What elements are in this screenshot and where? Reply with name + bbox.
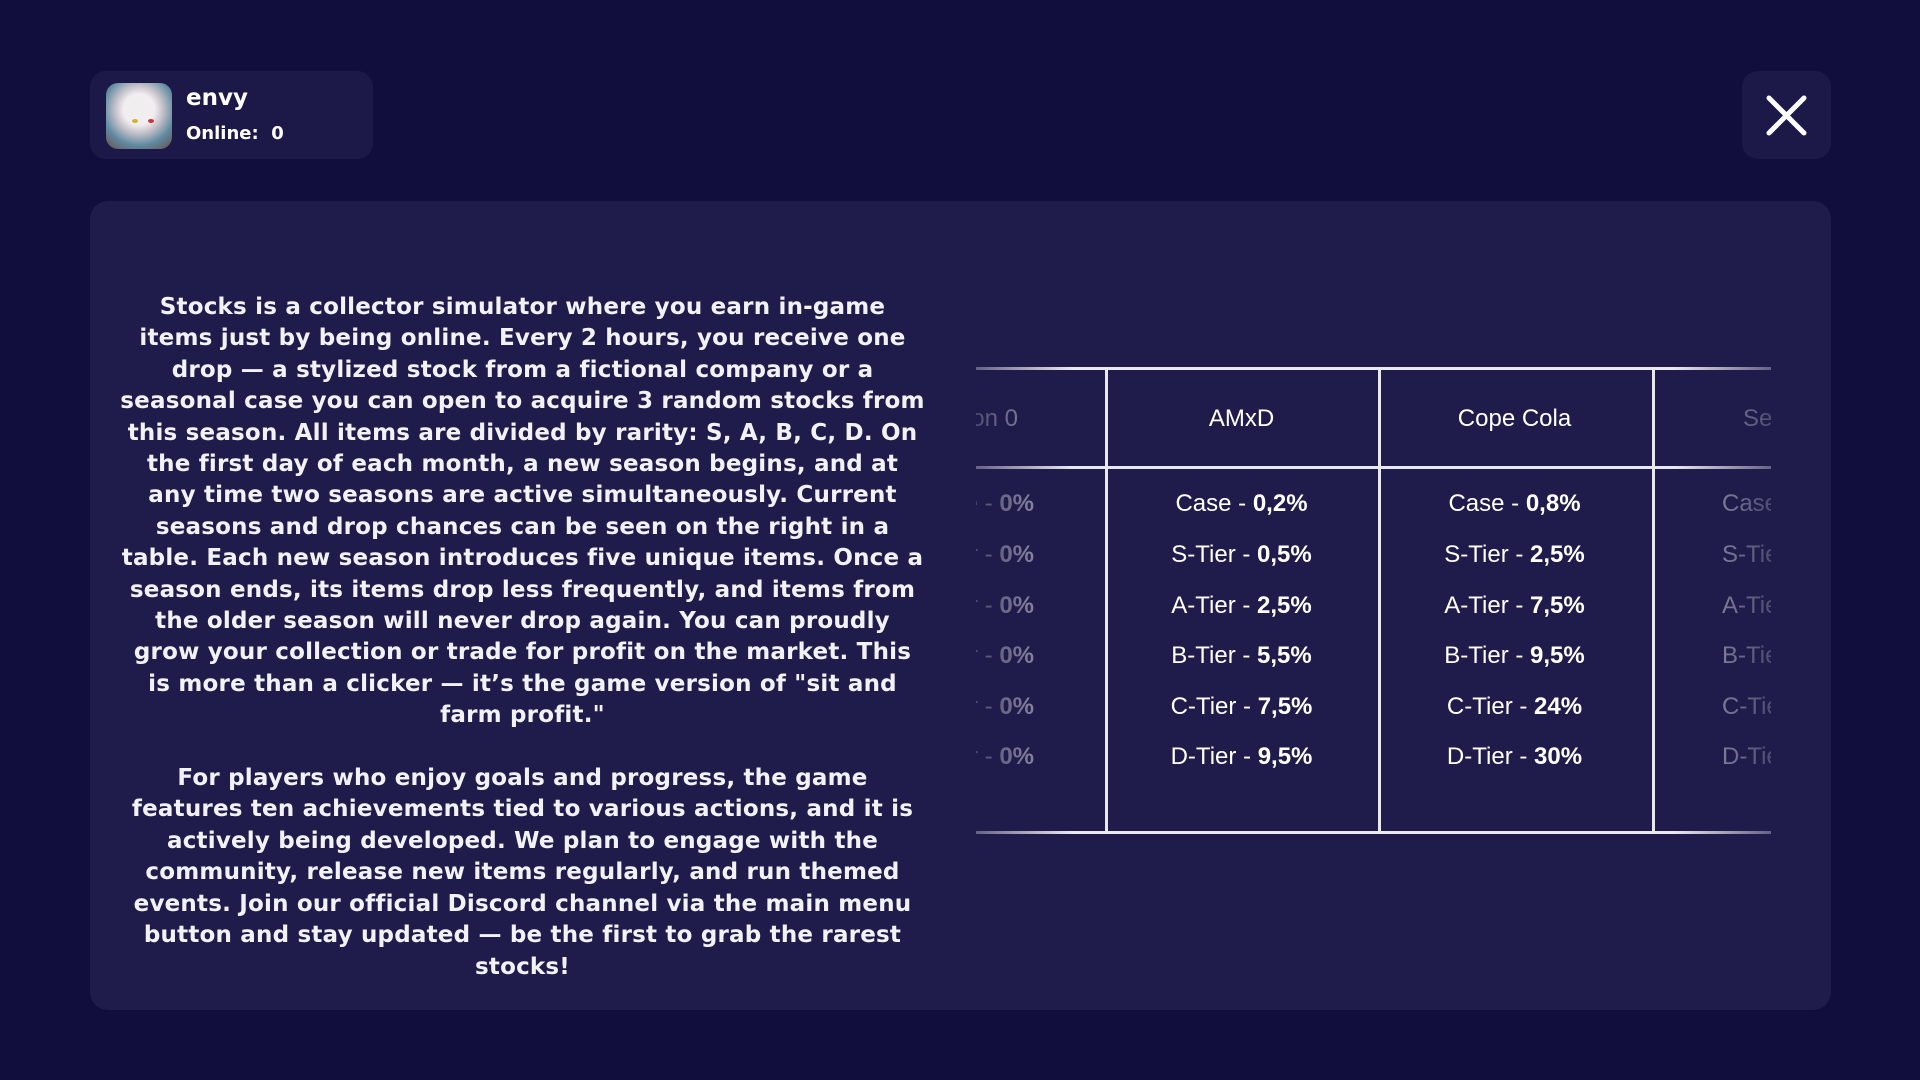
tier-label: D-Tier - — [1170, 743, 1258, 770]
table-column: AMxD Case - 0,2% S-Tier - 0,5% A-Tier - 2,5… — [1105, 369, 1378, 833]
drop-chance-value: 0% — [999, 642, 1034, 669]
tier-label: S-Tier - — [1444, 541, 1531, 568]
table-header-border — [976, 466, 1771, 469]
table-cell: r - 0% — [976, 541, 1034, 569]
tier-label: C-Tie — [1722, 693, 1771, 720]
tier-label: D-Tie — [1722, 743, 1771, 770]
table-column: on 0e - 0%r - 0%r - 0%r - 0%r - 0%r - 0% — [976, 369, 1105, 833]
table-cell: C-Tier - 24% — [1378, 693, 1651, 721]
tier-label: r - — [976, 592, 993, 619]
tier-label: r - — [976, 541, 993, 568]
tier-label: Case - — [1448, 490, 1526, 517]
drop-chance-value: 0% — [999, 693, 1034, 720]
tier-label: Case — [1722, 490, 1771, 517]
drop-chance-value: 2,5% — [1257, 592, 1312, 619]
tier-label: B-Tier - — [1171, 642, 1258, 669]
table-cell: C-Tier - 7,5% — [1105, 693, 1378, 721]
drop-chance-value: 0% — [999, 541, 1034, 568]
drop-chance-value: 30% — [1534, 743, 1583, 770]
drop-chance-table[interactable]: on 0e - 0%r - 0%r - 0%r - 0%r - 0%r - 0%… — [976, 366, 1771, 836]
table-cell: S-Tie — [1652, 541, 1771, 569]
table-cell: r - 0% — [976, 642, 1034, 670]
online-label: Online: — [186, 123, 259, 144]
tier-label: C-Tier - — [1170, 693, 1258, 720]
avatar — [106, 83, 172, 149]
tier-label: S-Tie — [1722, 541, 1771, 568]
drop-chance-value: 0% — [999, 490, 1034, 517]
tier-label: e - — [976, 490, 993, 517]
column-header: Cope Cola — [1457, 404, 1572, 432]
close-button[interactable] — [1742, 71, 1831, 159]
drop-chance-value: 0,8% — [1525, 490, 1581, 517]
description-paragraph: Stocks is a collector simulator where yo… — [120, 294, 925, 729]
tier-label: S-Tier - — [1171, 541, 1258, 568]
tier-label: C-Tier - — [1446, 693, 1535, 720]
table-cell: B-Tier - 5,5% — [1105, 642, 1378, 670]
table-cell: r - 0% — [976, 592, 1034, 620]
table-top-border — [976, 367, 1771, 370]
tier-label: r - — [976, 642, 993, 669]
online-value: 0 — [271, 123, 284, 144]
column-header: on 0 — [976, 404, 1018, 432]
table-cell: B-Tier - 9,5% — [1378, 642, 1651, 670]
table-cell: D-Tier - 9,5% — [1105, 743, 1378, 771]
table-cell: B-Tie — [1652, 642, 1771, 670]
table-cell: Case - 0,8% — [1378, 490, 1651, 518]
drop-chance-value: 7,5% — [1257, 693, 1313, 720]
close-icon — [1766, 95, 1807, 136]
description-paragraph: For players who enjoy goals and progress… — [131, 765, 914, 980]
table-cell: r - 0% — [976, 693, 1034, 721]
info-panel — [90, 201, 1831, 1010]
tier-label: Case - — [1175, 490, 1253, 517]
tier-label: D-Tier - — [1446, 743, 1535, 770]
tier-label: A-Tie — [1722, 592, 1771, 619]
table-column: Cope Cola Case - 0,8% S-Tier - 2,5% A-Tier … — [1378, 369, 1651, 833]
profile-name: envy — [186, 85, 248, 111]
drop-chance-value: 2,5% — [1530, 541, 1585, 568]
column-divider — [1378, 369, 1381, 833]
profile-card: envy Online: 0 — [90, 71, 373, 159]
tier-label: A-Tier - — [1171, 592, 1258, 619]
online-status: Online: 0 — [186, 123, 284, 144]
tier-label: r - — [976, 743, 993, 770]
game-description: Stocks is a collector simulator where yo… — [120, 292, 925, 1014]
tier-label: r - — [976, 693, 993, 720]
column-divider — [1105, 369, 1108, 833]
table-bottom-border — [976, 831, 1771, 834]
table-cell: r - 0% — [976, 743, 1034, 771]
table-column: Se Case S-Tie A-Tie B-Tie C-Tie D-Tie — [1652, 369, 1771, 833]
drop-chance-value: 5,5% — [1257, 642, 1312, 669]
table-cell: A-Tie — [1652, 592, 1771, 620]
drop-chance-value: 7,5% — [1530, 592, 1585, 619]
table-cell: e - 0% — [976, 490, 1034, 518]
drop-chance-value: 0,5% — [1257, 541, 1312, 568]
drop-chance-value: 9,5% — [1257, 743, 1313, 770]
drop-chance-value: 0% — [999, 592, 1034, 619]
column-header: AMxD — [1208, 404, 1275, 432]
tier-label: A-Tier - — [1444, 592, 1531, 619]
tier-label: B-Tie — [1722, 642, 1771, 669]
column-divider — [1652, 369, 1655, 833]
table-cell: A-Tier - 7,5% — [1378, 592, 1651, 620]
column-header: Se — [1743, 404, 1771, 432]
tier-label: B-Tier - — [1444, 642, 1531, 669]
table-cell: D-Tier - 30% — [1378, 743, 1651, 771]
table-cell: D-Tie — [1652, 743, 1771, 771]
drop-chance-value: 9,5% — [1530, 642, 1585, 669]
drop-chance-value: 0% — [999, 743, 1034, 770]
drop-chance-value: 24% — [1534, 693, 1583, 720]
table-cell: C-Tie — [1652, 693, 1771, 721]
table-cell: A-Tier - 2,5% — [1105, 592, 1378, 620]
drop-chance-value: 0,2% — [1252, 490, 1308, 517]
table-cell: Case — [1652, 490, 1771, 518]
table-cell: S-Tier - 0,5% — [1105, 541, 1378, 569]
table-cell: Case - 0,2% — [1105, 490, 1378, 518]
table-cell: S-Tier - 2,5% — [1378, 541, 1651, 569]
